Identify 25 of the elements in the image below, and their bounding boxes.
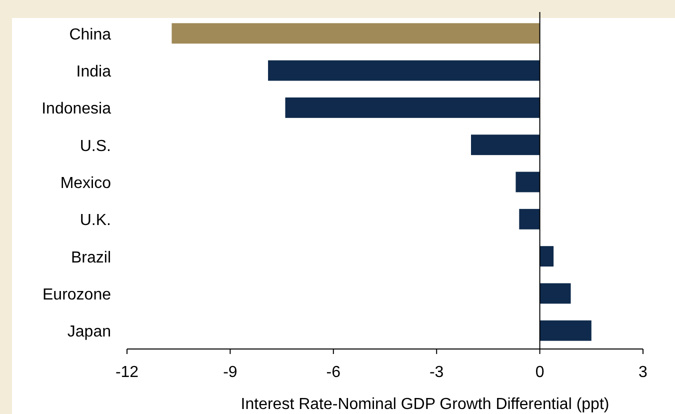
bar [540, 283, 571, 304]
x-tick-label: -6 [326, 364, 341, 381]
x-tick-label: -12 [115, 364, 139, 381]
x-tick-label: -3 [429, 364, 444, 381]
y-tick-label: U.K. [80, 212, 111, 230]
y-tick-label: Mexico [60, 175, 112, 192]
bar [540, 246, 554, 267]
x-axis-title: Interest Rate-Nominal GDP Growth Differential (ppt) [240, 396, 610, 413]
y-tick-label: U.S. [80, 138, 111, 155]
y-tick-label: India [76, 64, 112, 81]
y-tick-label: Japan [67, 324, 111, 341]
bar [519, 208, 540, 230]
bar [268, 60, 540, 81]
bar [172, 23, 540, 44]
bar [540, 320, 592, 341]
bar [516, 172, 540, 192]
x-tick-label: 0 [535, 364, 544, 381]
y-tick-label: China [69, 26, 112, 44]
bar [285, 97, 540, 118]
x-tick-label: 3 [638, 364, 648, 381]
bar [471, 134, 540, 156]
y-tick-label: Indonesia [42, 100, 112, 118]
x-tick-label: -9 [223, 364, 238, 381]
y-tick-label: Eurozone [42, 286, 112, 304]
y-tick-label: Brazil [70, 249, 111, 266]
